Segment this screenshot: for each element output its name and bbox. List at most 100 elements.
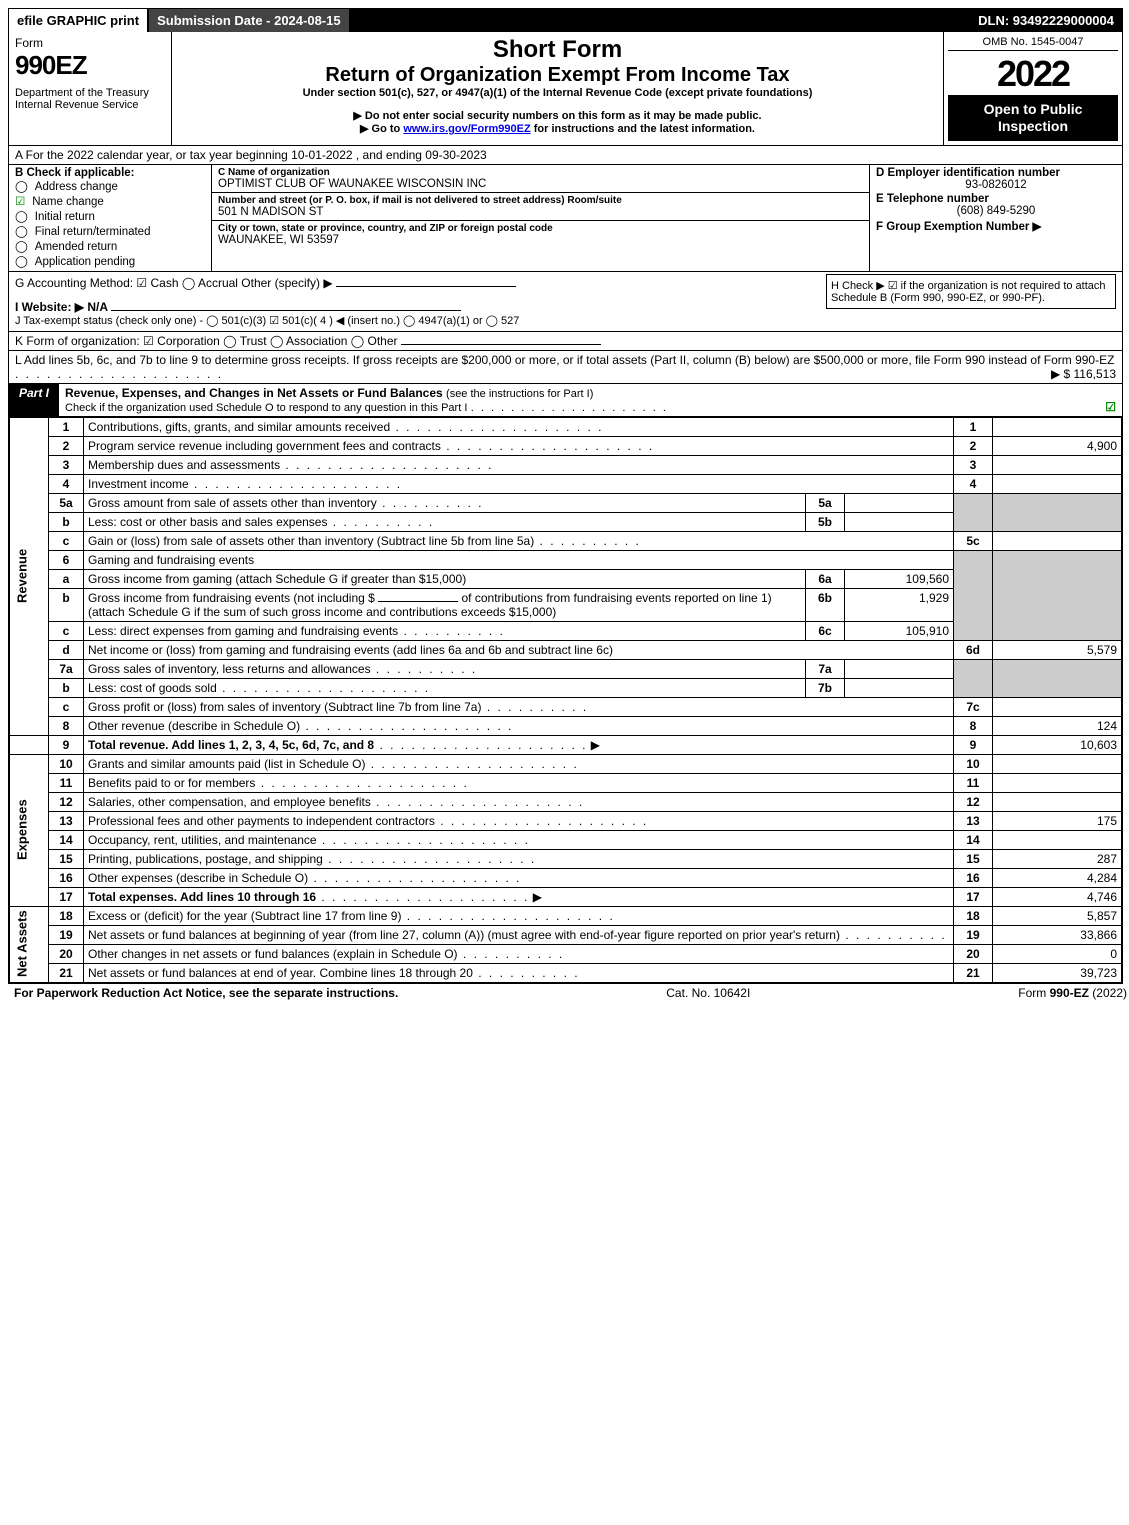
footer: For Paperwork Reduction Act Notice, see …	[8, 984, 1129, 1002]
col-c: C Name of organization OPTIMIST CLUB OF …	[212, 165, 870, 271]
l4-d: Investment income	[84, 474, 954, 493]
l6d-ov: 5,579	[993, 640, 1122, 659]
l7a-mv	[845, 659, 954, 678]
l8-d: Other revenue (describe in Schedule O)	[84, 716, 954, 735]
l21-ov: 39,723	[993, 963, 1122, 982]
e-lab: E Telephone number	[876, 193, 1116, 205]
l6-grey1	[954, 550, 993, 640]
omb-number: OMB No. 1545-0047	[948, 36, 1118, 51]
l16-d: Other expenses (describe in Schedule O)	[84, 868, 954, 887]
i-blank[interactable]	[111, 310, 461, 311]
l3-d: Membership dues and assessments	[84, 455, 954, 474]
l11-d: Benefits paid to or for members	[84, 773, 954, 792]
l9-d: Total revenue. Add lines 1, 2, 3, 4, 5c,…	[84, 735, 954, 754]
l5c-d: Gain or (loss) from sale of assets other…	[84, 531, 954, 550]
chk-name[interactable]: ☑ Name change	[15, 194, 205, 209]
l13-ov: 175	[993, 811, 1122, 830]
l18-ov: 5,857	[993, 906, 1122, 925]
l6d-d: Net income or (loss) from gaming and fun…	[84, 640, 954, 659]
col-def: D Employer identification number 93-0826…	[870, 165, 1122, 271]
b-title: B Check if applicable:	[15, 167, 205, 179]
irs-link[interactable]: www.irs.gov/Form990EZ	[403, 123, 530, 135]
l21-n: 21	[49, 963, 84, 982]
header-right: OMB No. 1545-0047 2022 Open to Public In…	[944, 32, 1122, 145]
form-word: Form	[15, 36, 165, 50]
header-mid: Short Form Return of Organization Exempt…	[172, 32, 944, 145]
part1-inst: (see the instructions for Part I)	[446, 388, 593, 400]
chk-amended[interactable]: ◯ Amended return	[15, 239, 205, 254]
tax-year: 2022	[948, 53, 1118, 95]
l4-n: 4	[49, 474, 84, 493]
l9-ov: 10,603	[993, 735, 1122, 754]
l7c-on: 7c	[954, 697, 993, 716]
l4-ov	[993, 474, 1122, 493]
l1-d: Contributions, gifts, grants, and simila…	[84, 417, 954, 436]
c-street-lab: Number and street (or P. O. box, if mail…	[218, 195, 863, 206]
l6a-d: Gross income from gaming (attach Schedul…	[84, 569, 806, 588]
l7b-n: b	[49, 678, 84, 697]
l5b-mv	[845, 512, 954, 531]
chk-initial[interactable]: ◯ Initial return	[15, 209, 205, 224]
chk-pending[interactable]: ◯ Application pending	[15, 254, 205, 269]
l19-d: Net assets or fund balances at beginning…	[84, 925, 954, 944]
i-text: I Website: ▶ N/A	[15, 300, 108, 314]
l2-d: Program service revenue including govern…	[84, 436, 954, 455]
h-box: H Check ▶ ☑ if the organization is not r…	[826, 274, 1116, 309]
l7ab-grey1	[954, 659, 993, 697]
l6-grey2	[993, 550, 1122, 640]
l6b-mn: 6b	[806, 588, 845, 621]
l7b-mn: 7b	[806, 678, 845, 697]
goto-post: for instructions and the latest informat…	[531, 123, 755, 135]
l9-on: 9	[954, 735, 993, 754]
ssn-note: ▶ Do not enter social security numbers o…	[178, 109, 937, 122]
l15-ov: 287	[993, 849, 1122, 868]
l17-on: 17	[954, 887, 993, 906]
l6d-n: d	[49, 640, 84, 659]
l6-d: Gaming and fundraising events	[84, 550, 954, 569]
l7ab-grey2	[993, 659, 1122, 697]
g-text: G Accounting Method: ☑ Cash ◯ Accrual Ot…	[15, 276, 333, 290]
l7c-n: c	[49, 697, 84, 716]
l17-ov: 4,746	[993, 887, 1122, 906]
department: Department of the Treasury Internal Reve…	[15, 87, 165, 111]
l17-n: 17	[49, 887, 84, 906]
l5a-mv	[845, 493, 954, 512]
footer-left: For Paperwork Reduction Act Notice, see …	[14, 986, 398, 1000]
l2-on: 2	[954, 436, 993, 455]
part1-title-wrap: Revenue, Expenses, and Changes in Net As…	[59, 384, 1122, 416]
l6c-n: c	[49, 621, 84, 640]
col-b: B Check if applicable: ◯ Address change …	[9, 165, 212, 271]
l10-ov	[993, 754, 1122, 773]
l7c-ov	[993, 697, 1122, 716]
l11-ov	[993, 773, 1122, 792]
l6a-mn: 6a	[806, 569, 845, 588]
k-blank[interactable]	[401, 344, 601, 345]
l18-d: Excess or (deficit) for the year (Subtra…	[84, 906, 954, 925]
chk-final[interactable]: ◯ Final return/terminated	[15, 224, 205, 239]
l12-d: Salaries, other compensation, and employ…	[84, 792, 954, 811]
l7a-n: 7a	[49, 659, 84, 678]
top-bar: efile GRAPHIC print Submission Date - 20…	[9, 9, 1122, 32]
l5a-n: 5a	[49, 493, 84, 512]
g-blank[interactable]	[336, 286, 516, 287]
chk-address[interactable]: ◯ Address change	[15, 179, 205, 194]
part1-checkbox[interactable]: ☑	[1105, 400, 1116, 414]
l17-d: Total expenses. Add lines 10 through 16 …	[84, 887, 954, 906]
l6d-on: 6d	[954, 640, 993, 659]
l-amt: ▶ $ 116,513	[1051, 367, 1116, 381]
l10-on: 10	[954, 754, 993, 773]
l15-n: 15	[49, 849, 84, 868]
topbar-spacer	[349, 9, 971, 32]
l6b-blank[interactable]	[378, 601, 458, 602]
l12-on: 12	[954, 792, 993, 811]
l14-n: 14	[49, 830, 84, 849]
part1-title: Revenue, Expenses, and Changes in Net As…	[65, 386, 443, 400]
submission-date: Submission Date - 2024-08-15	[149, 9, 349, 32]
efile-label[interactable]: efile GRAPHIC print	[9, 9, 149, 32]
c-city-lab: City or town, state or province, country…	[218, 223, 863, 234]
open-inspection: Open to Public Inspection	[948, 95, 1118, 141]
l-text: L Add lines 5b, 6c, and 7b to line 9 to …	[15, 353, 1114, 367]
c-street-val: 501 N MADISON ST	[218, 206, 863, 218]
l7b-d: Less: cost of goods sold	[84, 678, 806, 697]
l19-ov: 33,866	[993, 925, 1122, 944]
